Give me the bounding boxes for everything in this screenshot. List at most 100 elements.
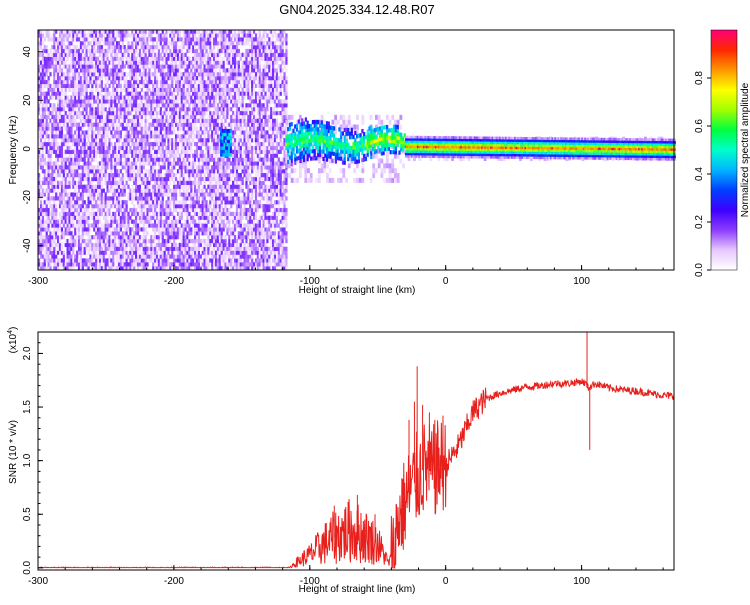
- spectrogram-cell: [178, 103, 181, 108]
- spectrogram-cell: [144, 184, 147, 189]
- spectrogram-cell: [154, 173, 157, 178]
- spectrogram-cell: [62, 52, 65, 57]
- spectrogram-cell: [214, 254, 218, 259]
- spectrogram-cell: [220, 238, 223, 244]
- spectrogram-cell: [174, 110, 178, 116]
- spectrogram-cell: [41, 68, 45, 73]
- spectrogram-cell: [222, 262, 225, 267]
- spectrogram-cell: [112, 68, 115, 73]
- spectrogram-cell: [125, 76, 128, 81]
- spectrogram-cell: [146, 91, 149, 96]
- spectrogram-cell: [144, 235, 147, 240]
- spectrogram-cell: [131, 176, 134, 182]
- chart-title: GN04.2025.334.12.48.R07: [279, 2, 434, 17]
- spectrogram-cell: [66, 99, 69, 104]
- spectrogram-cell: [163, 142, 166, 147]
- spectrogram-cell: [117, 242, 121, 248]
- spectrogram-cell: [60, 118, 64, 123]
- spectrogram-cell: [47, 238, 50, 244]
- spectrogram-cell: [205, 60, 208, 65]
- spectrogram-cell: [51, 161, 54, 166]
- spectrogram-cell: [161, 266, 164, 271]
- spectrogram-cell: [39, 142, 43, 147]
- spectrogram-cell: [184, 99, 187, 104]
- spectrogram-cell: [207, 161, 210, 166]
- spectrogram-cell: [83, 76, 86, 81]
- spectrogram-cell: [83, 60, 86, 65]
- spectrogram-cell: [199, 107, 202, 112]
- spectrogram-cell: [47, 211, 50, 217]
- spectrogram-cell: [184, 262, 187, 267]
- spectrogram-cell: [207, 235, 210, 240]
- spectrogram-cell: [87, 118, 90, 123]
- spectrogram-cell: [77, 242, 81, 248]
- spectrogram-cell: [148, 173, 151, 178]
- spectrogram-cell: [81, 107, 84, 112]
- spectrogram-cell: [76, 99, 79, 104]
- spectrogram-cell: [55, 110, 58, 116]
- spectrogram-cell: [188, 192, 191, 197]
- spectrogram-cell: [121, 262, 124, 267]
- spectrogram-cell: [155, 72, 159, 77]
- spectrogram-cell: [159, 110, 162, 116]
- spectrogram-cell: [95, 60, 98, 65]
- spectrogram-cell: [207, 169, 210, 174]
- spectrogram-cell: [211, 254, 214, 259]
- spectrogram-cell: [41, 157, 45, 162]
- spectrogram-cell: [220, 41, 223, 46]
- spectrogram-cell: [77, 56, 81, 61]
- spectrogram-cell: [45, 180, 48, 185]
- spectrogram-cell: [216, 161, 220, 166]
- spectrogram-cell: [119, 68, 123, 73]
- spectrogram-cell: [121, 145, 124, 151]
- spectrogram-cell: [220, 184, 223, 189]
- spectrogram-cell: [159, 246, 162, 251]
- spectrogram-cell: [140, 114, 143, 120]
- spectrogram-cell: [167, 83, 170, 89]
- spectrogram-cell: [157, 41, 161, 46]
- spectrogram-cell: [213, 204, 216, 209]
- spectrogram-cell: [98, 83, 102, 89]
- spectrogram-cell: [64, 180, 67, 185]
- spectrogram-cell: [106, 176, 109, 182]
- spectrogram-cell: [76, 60, 79, 65]
- spectrogram-cell: [148, 142, 151, 147]
- spectrogram-cell: [148, 238, 151, 244]
- spectrogram-cell: [180, 227, 183, 232]
- spectrogram-cell: [154, 204, 157, 209]
- spectrogram-cell: [199, 45, 202, 50]
- spectrogram-cell: [77, 138, 81, 143]
- spectrogram-cell: [116, 95, 119, 100]
- spectrogram-cell: [66, 242, 69, 248]
- spectrogram-cell: [79, 118, 83, 123]
- spectrogram-cell: [136, 37, 140, 42]
- spectrogram-cell: [89, 180, 92, 185]
- spectrogram-cell: [62, 211, 65, 217]
- spectrogram-cell: [81, 219, 84, 224]
- spectrogram-cell: [70, 169, 73, 174]
- spectrogram-cell: [218, 60, 221, 65]
- spectrogram-cell: [102, 107, 105, 112]
- spectrogram-cell: [72, 118, 75, 123]
- spectrogram-cell: [51, 83, 54, 89]
- spectrogram-cell: [180, 145, 183, 151]
- spectrogram-cell: [161, 33, 164, 38]
- spectrogram-cell: [146, 180, 149, 185]
- spectrogram-cell: [74, 64, 77, 69]
- spectrogram-cell: [104, 200, 107, 205]
- spectrogram-cell: [98, 114, 102, 120]
- spectrogram-cell: [62, 192, 65, 197]
- spectrogram-cell: [45, 169, 48, 174]
- spectrogram-cell: [85, 33, 88, 38]
- spectrogram-cell: [155, 266, 159, 271]
- spectrogram-cell: [64, 142, 67, 147]
- spectrogram-cell: [138, 169, 142, 174]
- spectrogram-cell: [68, 83, 71, 89]
- spectrogram-cell: [197, 37, 201, 42]
- spectrogram-cell: [127, 142, 130, 147]
- spectrogram-cell: [180, 83, 183, 89]
- spectrogram-cell: [57, 188, 60, 193]
- spectrogram-cell: [167, 118, 170, 123]
- spectrogram-cell: [89, 76, 92, 81]
- spectrogram-cell: [184, 242, 187, 248]
